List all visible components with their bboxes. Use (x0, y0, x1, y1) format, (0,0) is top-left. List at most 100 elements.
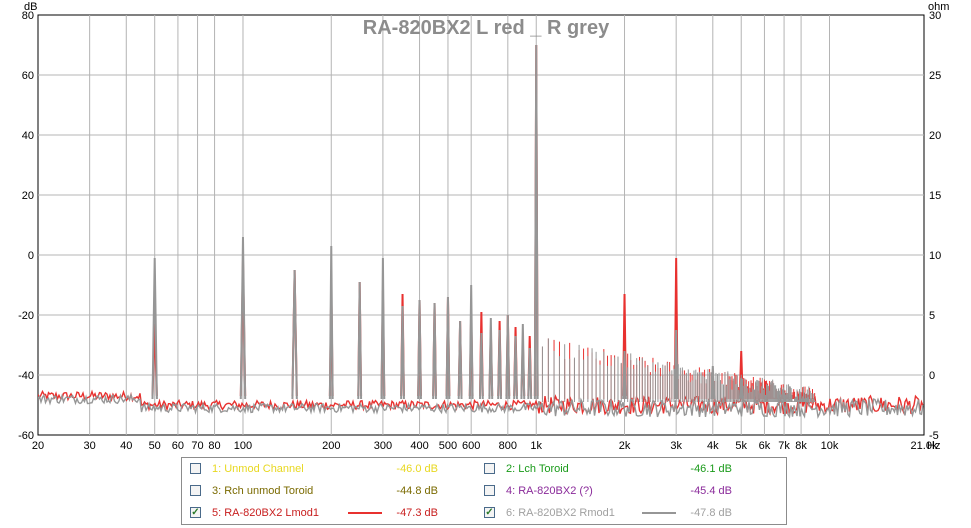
x-tick-label: 10k (821, 440, 839, 452)
legend-value: -47.3 dB (396, 507, 438, 519)
series-2 (38, 44, 924, 419)
harmonic-peak (513, 335, 518, 400)
y-tick-label-left: 40 (22, 130, 34, 142)
y-tick-label-left: -60 (18, 430, 34, 442)
legend-label: 6: RA-820BX2 Rmod1 (506, 507, 615, 519)
harmonic-peak (432, 302, 437, 400)
harmonic-peak (533, 44, 539, 400)
legend-item[interactable]: ✓ 6: RA-820BX2 Rmod1 -47.8 dB (484, 504, 774, 522)
y-tick-label-right: -5 (929, 430, 939, 442)
harmonic-peak (520, 323, 526, 400)
legend-checkbox[interactable]: ✓ (484, 507, 495, 518)
legend-item[interactable]: 3: Rch unmod Toroid -44.8 dB (190, 482, 480, 500)
legend-label: 5: RA-820BX2 Lmod1 (212, 507, 320, 519)
harmonic-peak (478, 332, 484, 400)
harmonic-peak (417, 299, 422, 400)
harmonic-peak (622, 350, 627, 400)
harmonic-peak (457, 320, 463, 400)
harmonic-peak (445, 296, 451, 400)
y-tick-label-left: 20 (22, 190, 34, 202)
legend-line-swatch (642, 512, 676, 514)
x-tick-label: 300 (374, 440, 392, 452)
legend-value: -46.1 dB (690, 463, 732, 475)
y-axis-right-label: ohm (928, 1, 949, 13)
x-tick-label: 21.0k (911, 440, 938, 452)
legend-item[interactable]: ✓ 5: RA-820BX2 Lmod1 -47.3 dB (190, 504, 480, 522)
y-tick-label-left: 80 (22, 10, 34, 22)
x-tick-label: 1k (530, 440, 542, 452)
legend-value: -46.0 dB (396, 463, 438, 475)
legend-line-swatch (348, 512, 382, 514)
legend-label: 2: Lch Toroid (506, 463, 569, 475)
legend: 1: Unmod Channel -46.0 dB 2: Lch Toroid -46… (181, 457, 787, 525)
y-tick-label-right: 30 (929, 10, 941, 22)
x-tick-label: 30 (84, 440, 96, 452)
harmonic-peak (527, 347, 533, 400)
y-tick-label-left: -40 (18, 370, 34, 382)
x-axis-unit: Hz (927, 440, 940, 452)
y-axis-right-ticks: 30 25 20 15 10 5 0 -5 (929, 10, 941, 442)
x-tick-label: 40 (120, 440, 132, 452)
y-tick-label-right: 25 (929, 70, 941, 82)
legend-checkbox[interactable]: ✓ (190, 507, 201, 518)
x-tick-label: 400 (410, 440, 428, 452)
x-tick-label: 8k (795, 440, 807, 452)
harmonic-peak (357, 281, 363, 400)
harmonic-peak (505, 314, 511, 400)
legend-label: 4: RA-820BX2 (?) (506, 485, 593, 497)
y-tick-label-left: -20 (18, 310, 34, 322)
x-tick-label: 7k (778, 440, 790, 452)
chart-title: RA-820BX2 L red _ R grey (363, 17, 610, 39)
y-axis-left-label: dB (24, 1, 37, 13)
x-tick-label: 70 (191, 440, 203, 452)
legend-item[interactable]: 4: RA-820BX2 (?) -45.4 dB (484, 482, 774, 500)
x-tick-label: 50 (149, 440, 161, 452)
x-tick-label: 100 (234, 440, 252, 452)
legend-label: 3: Rch unmod Toroid (212, 485, 314, 497)
legend-checkbox[interactable] (484, 463, 495, 474)
harmonic-peak (673, 329, 679, 400)
x-axis-ticks: 20 30 40 50 60 70 80 100 200 300 400 500 600 800 1k 2k 3… (32, 440, 938, 452)
y-tick-label-right: 0 (929, 370, 935, 382)
x-tick-label: 6k (759, 440, 771, 452)
x-tick-label: 5k (735, 440, 747, 452)
harmonic-peak (380, 257, 386, 400)
harmonic-peak (488, 317, 494, 400)
x-tick-label: 20 (32, 440, 44, 452)
harmonic-peak (239, 236, 247, 400)
series-trace (38, 392, 924, 419)
x-tick-label: 200 (322, 440, 340, 452)
harmonic-peak (468, 284, 474, 400)
x-tick-label: 500 (439, 440, 457, 452)
legend-value: -45.4 dB (690, 485, 732, 497)
x-tick-label: 2k (619, 440, 631, 452)
legend-value: -44.8 dB (396, 485, 438, 497)
x-tick-label: 4k (707, 440, 719, 452)
harmonic-peak (291, 269, 298, 400)
grid (38, 15, 924, 435)
x-tick-label: 80 (208, 440, 220, 452)
y-tick-label-right: 10 (929, 250, 941, 262)
legend-item[interactable]: 1: Unmod Channel -46.0 dB (190, 460, 480, 478)
legend-item[interactable]: 2: Lch Toroid -46.1 dB (484, 460, 774, 478)
series-layer (38, 44, 924, 419)
x-tick-label: 3k (670, 440, 682, 452)
x-tick-label: 800 (499, 440, 517, 452)
legend-checkbox[interactable] (484, 485, 495, 496)
y-tick-label-left: 60 (22, 70, 34, 82)
harmonic-peak (497, 329, 503, 400)
harmonic-peak (151, 257, 158, 400)
harmonic-peak (328, 245, 334, 400)
legend-checkbox[interactable] (190, 485, 201, 496)
x-tick-label: 60 (172, 440, 184, 452)
y-tick-label-left: 0 (28, 250, 34, 262)
spectrum-chart: 20 30 40 50 60 70 80 100 200 300 400 500 600 800 1k 2k 3… (18, 1, 949, 452)
x-tick-label: 600 (462, 440, 480, 452)
y-tick-label-right: 15 (929, 190, 941, 202)
y-axis-left-ticks: 80 60 40 20 0 -20 -40 -60 (18, 10, 34, 442)
y-tick-label-right: 20 (929, 130, 941, 142)
legend-checkbox[interactable] (190, 463, 201, 474)
legend-value: -47.8 dB (690, 507, 732, 519)
harmonic-peak (710, 365, 716, 400)
y-tick-label-right: 5 (929, 310, 935, 322)
